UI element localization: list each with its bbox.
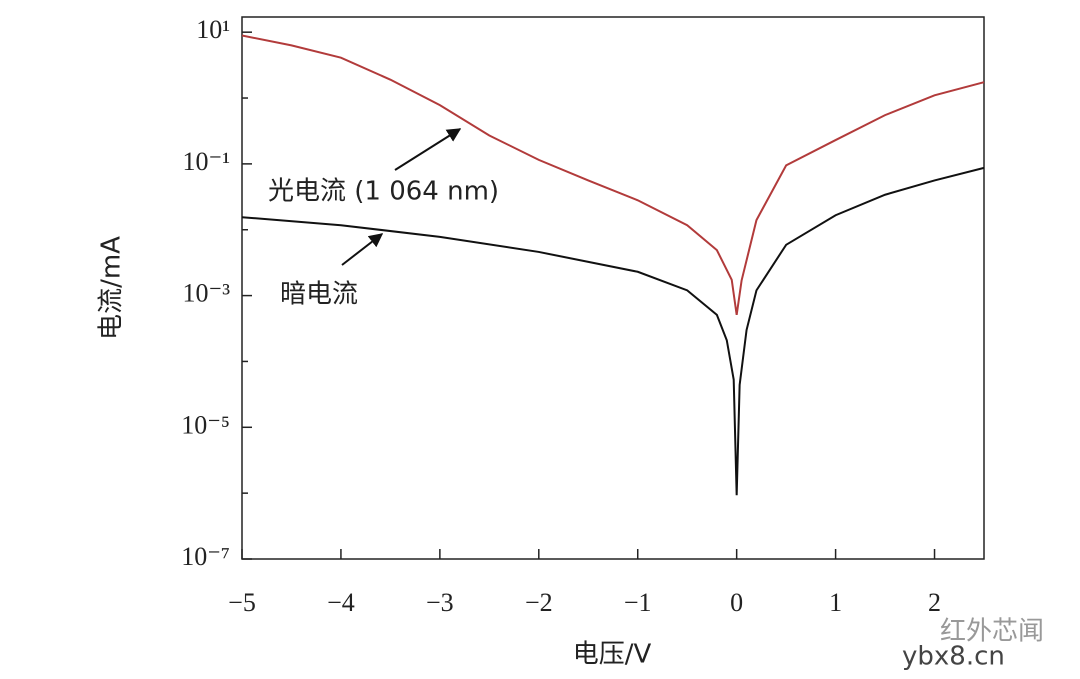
annotation: 光电流 (1 064 nm) [268,177,499,207]
x-axis-label: 电压/V [573,640,652,670]
arrow [341,233,384,266]
x-tick-label: −3 [426,588,454,617]
watermark: 红外芯闻 [940,617,1044,647]
annotation: 暗电流 [280,280,358,310]
y-tick-label: 10⁻³ [182,279,230,308]
y-tick-label: 10⁻⁵ [181,410,230,439]
y-tick-label: 10¹ [196,15,230,44]
y-axis-label: 电流/mA [97,236,127,340]
y-tick-label: 10⁻⁷ [181,542,230,571]
x-tick-label: −4 [327,588,355,617]
x-tick-label: 2 [928,588,941,617]
arrow [394,128,462,171]
x-tick-label: −2 [525,588,553,617]
x-tick-label: 0 [730,588,743,617]
x-tick-label: −5 [228,588,256,617]
x-tick-label: −1 [624,588,652,617]
data-line [241,166,985,496]
y-tick-label: 10⁻¹ [182,147,230,176]
plot-frame [241,16,985,560]
data-line [241,34,985,315]
x-tick-label: 1 [829,588,842,617]
watermark: ybx8.cn [902,642,1005,672]
